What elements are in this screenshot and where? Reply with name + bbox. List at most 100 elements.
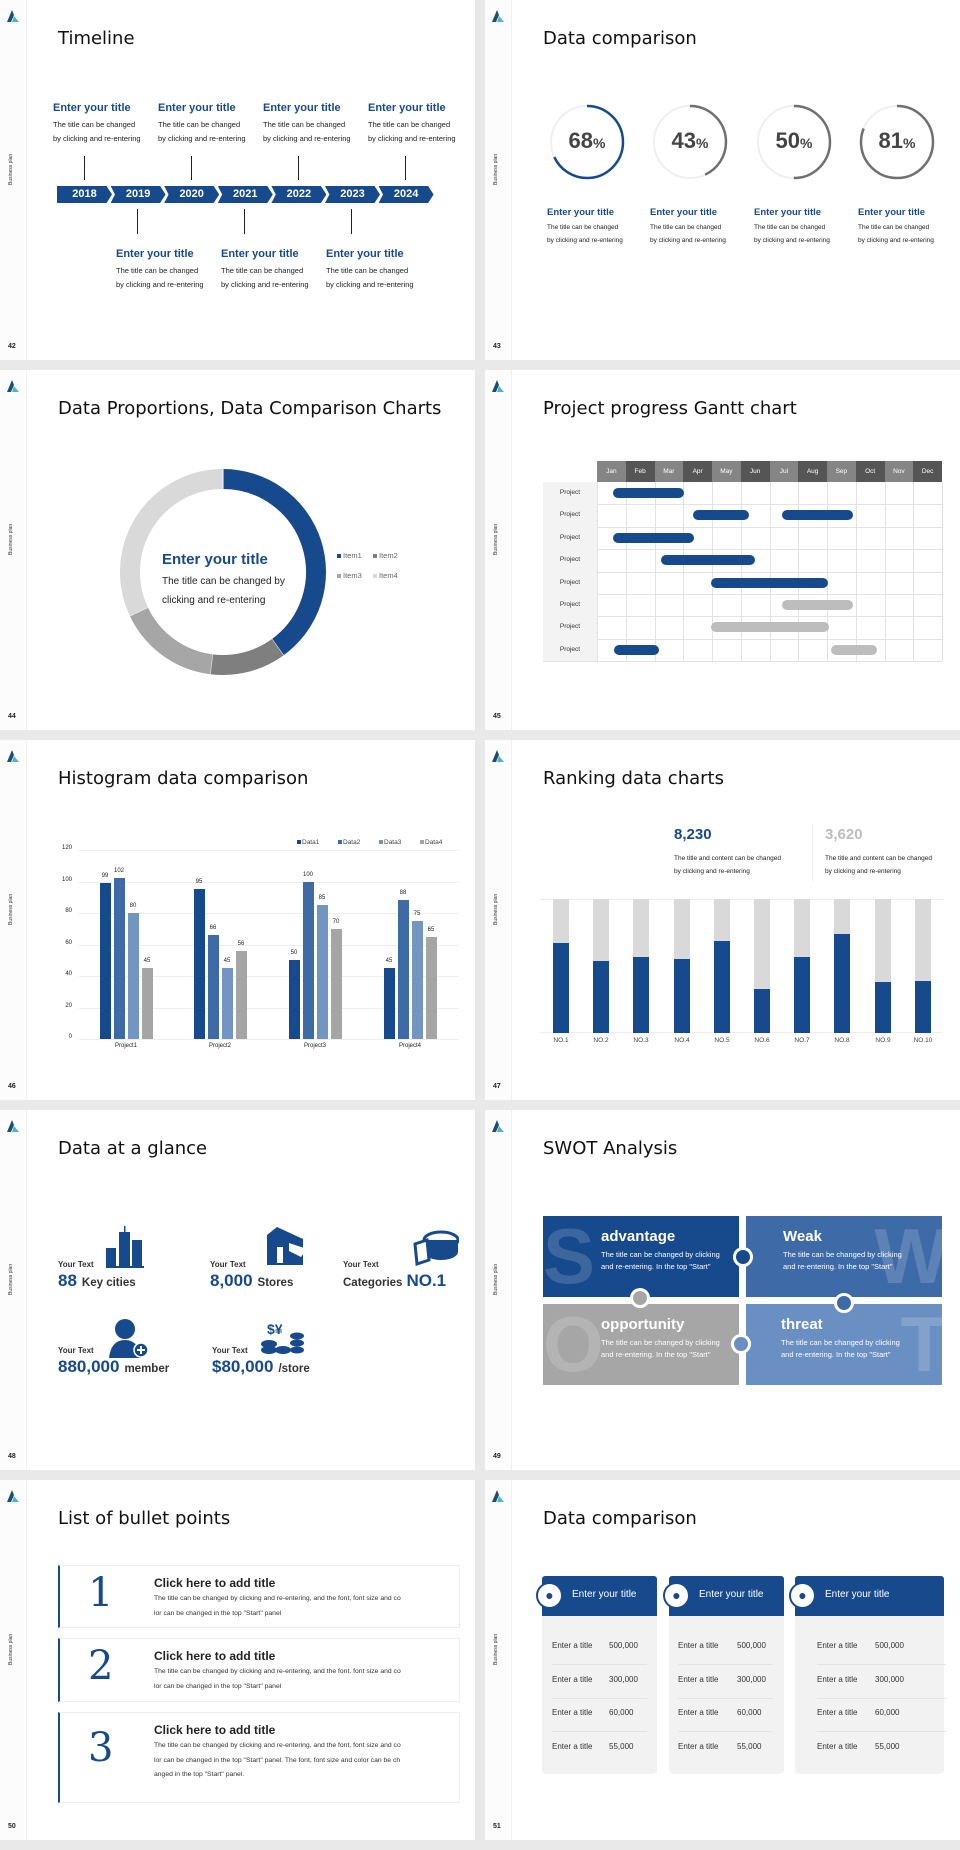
item-desc: The title can be changed: [754, 224, 826, 231]
gantt-bar-planned[interactable]: [781, 600, 853, 610]
brand-logo-icon: [6, 379, 20, 398]
bar-project3-data1[interactable]: [289, 960, 300, 1039]
slide-thumbnail-48[interactable]: Business plan 48 Data at a glance Your Text…: [0, 1110, 475, 1470]
rank-bar-no.7[interactable]: [794, 956, 810, 1033]
row-label: Enter a title: [552, 1674, 593, 1684]
gantt-bar-active[interactable]: [781, 510, 853, 521]
item-label: Your Text: [212, 1346, 248, 1355]
gantt-bar-active[interactable]: [613, 488, 685, 498]
rank-bar-no.9[interactable]: [875, 982, 891, 1033]
progress-ring: [549, 104, 625, 180]
bullet-item[interactable]: 3 Click here to add title The title can be…: [58, 1712, 460, 1803]
bar-project1-data4[interactable]: [142, 968, 153, 1039]
brand-logo-icon: [6, 9, 20, 28]
x-tick-label: NO.5: [714, 1037, 730, 1044]
legend-label: Data1: [302, 839, 320, 846]
slide-thumbnail-45[interactable]: Business plan 45 Project progress Gantt ch…: [485, 370, 960, 730]
slide-thumbnail-46[interactable]: Business plan 46 Histogram data comparison…: [0, 740, 475, 1100]
bar-project2-data1[interactable]: [194, 889, 205, 1039]
bullet-item[interactable]: 2 Click here to add title The title can be…: [58, 1638, 460, 1702]
bar-project1-data3[interactable]: [128, 913, 139, 1039]
swot-quadrant-weak[interactable]: W Weak The title can be changed by clickin…: [746, 1216, 942, 1297]
timeline-year-2020[interactable]: 2020: [164, 186, 220, 203]
timeline-item-title: Enter your title: [221, 248, 299, 260]
bar-project2-data4[interactable]: [236, 950, 247, 1039]
row-value: 300,000: [875, 1674, 904, 1684]
item-desc: The title can be changed: [650, 224, 722, 231]
slide-thumbnail-47[interactable]: Business plan 47 Ranking data charts 8,230 T…: [485, 740, 960, 1100]
timeline-year-2019[interactable]: 2019: [110, 186, 166, 203]
legend-label: Item3: [343, 571, 362, 580]
gantt-bar-active[interactable]: [613, 532, 694, 543]
bar-project1-data1[interactable]: [100, 883, 111, 1039]
progress-ring: [859, 104, 935, 180]
row-label: Enter a title: [552, 1708, 593, 1718]
legend-item: Item4: [373, 571, 398, 580]
swot-desc: The title can be changed by clicking: [601, 1250, 720, 1259]
rank-bar-no.6[interactable]: [754, 988, 770, 1033]
timeline-year-2023[interactable]: 2023: [325, 186, 380, 203]
y-tick-label: 20: [65, 1002, 72, 1009]
bar-project4-data4[interactable]: [426, 936, 437, 1039]
gantt-bar-planned[interactable]: [831, 644, 878, 655]
slide-thumbnail-50[interactable]: Business plan 50 List of bullet points 1 Cli…: [0, 1480, 475, 1840]
brand-logo-icon: [491, 9, 505, 28]
deck-label: Business plan: [493, 523, 499, 555]
rank-bar-no.8[interactable]: [834, 933, 850, 1033]
gantt-bar-planned[interactable]: [710, 622, 829, 633]
gridline: [79, 976, 459, 977]
ring-percent: 68%: [547, 128, 627, 154]
rank-bar-no.5[interactable]: [714, 940, 730, 1033]
timeline-year-2022[interactable]: 2022: [271, 186, 327, 203]
x-tick-label: NO.8: [834, 1037, 850, 1044]
gantt-bar-active[interactable]: [692, 510, 750, 521]
rank-bar-no.1[interactable]: [553, 942, 569, 1033]
bar-project3-data2[interactable]: [303, 881, 314, 1039]
rank-bar-no.3[interactable]: [633, 956, 649, 1033]
grid-line: [543, 661, 942, 663]
bar-project3-data3[interactable]: [317, 905, 328, 1039]
legend-swatch: [379, 840, 383, 845]
gantt-bar-active[interactable]: [613, 644, 660, 655]
data-label: 95: [195, 879, 203, 886]
timeline-item-desc: by clicking and re-entering: [53, 134, 141, 143]
bar-project4-data3[interactable]: [412, 920, 423, 1039]
x-tick-label: Project1: [114, 1043, 137, 1049]
slide-title: SWOT Analysis: [543, 1138, 678, 1159]
timeline-year-2018[interactable]: 2018: [57, 186, 112, 203]
bar-project4-data1[interactable]: [384, 968, 395, 1039]
rank-bar-no.2[interactable]: [593, 960, 609, 1033]
rank-bar-no.4[interactable]: [674, 958, 690, 1033]
timeline-year-2024[interactable]: 2024: [378, 186, 434, 203]
center-desc: clicking and re-entering: [162, 595, 266, 606]
swot-letter: O: [543, 1304, 604, 1385]
slide-thumbnail-44[interactable]: Business plan 44 Data Proportions, Data Co…: [0, 370, 475, 730]
bar-project1-data2[interactable]: [114, 878, 125, 1039]
y-tick-label: 80: [65, 908, 72, 914]
bar-project2-data3[interactable]: [222, 968, 233, 1039]
slide-thumbnail-42[interactable]: Business plan 42 Timeline 2018 2019 2020 2021 2…: [0, 0, 475, 360]
deck-label: Business plan: [493, 153, 499, 185]
bar-project4-data2[interactable]: [398, 900, 409, 1039]
rank-bar-no.10[interactable]: [915, 980, 931, 1033]
bar-project2-data2[interactable]: [208, 935, 219, 1039]
grid-line: [543, 571, 942, 573]
timeline-item-desc: The title can be changed: [221, 266, 304, 275]
gantt-bar-active[interactable]: [661, 555, 755, 566]
slide-thumbnail-43[interactable]: Business plan 43 Data comparison 68% Enter y…: [485, 0, 960, 360]
stat-number: 880,000: [58, 1357, 120, 1376]
stat-desc: by clicking and re-entering: [674, 868, 750, 875]
bar-project3-data4[interactable]: [331, 928, 342, 1039]
gantt-bar-active[interactable]: [710, 577, 828, 588]
slide-title: Data Proportions, Data Comparison Charts: [58, 398, 442, 419]
item-desc: The title can be changed: [858, 224, 930, 231]
timeline-year-2021[interactable]: 2021: [217, 186, 273, 203]
slide-thumbnail-51[interactable]: Business plan 51 Data comparison ● Enter you…: [485, 1480, 960, 1840]
grid-line: [942, 482, 943, 662]
stat-unit: Stores: [257, 1277, 294, 1289]
bullet-item[interactable]: 1 Click here to add title The title can be…: [58, 1565, 460, 1628]
